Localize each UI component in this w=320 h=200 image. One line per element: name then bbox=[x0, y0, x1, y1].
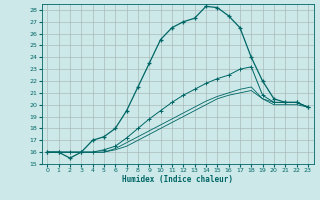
X-axis label: Humidex (Indice chaleur): Humidex (Indice chaleur) bbox=[122, 175, 233, 184]
